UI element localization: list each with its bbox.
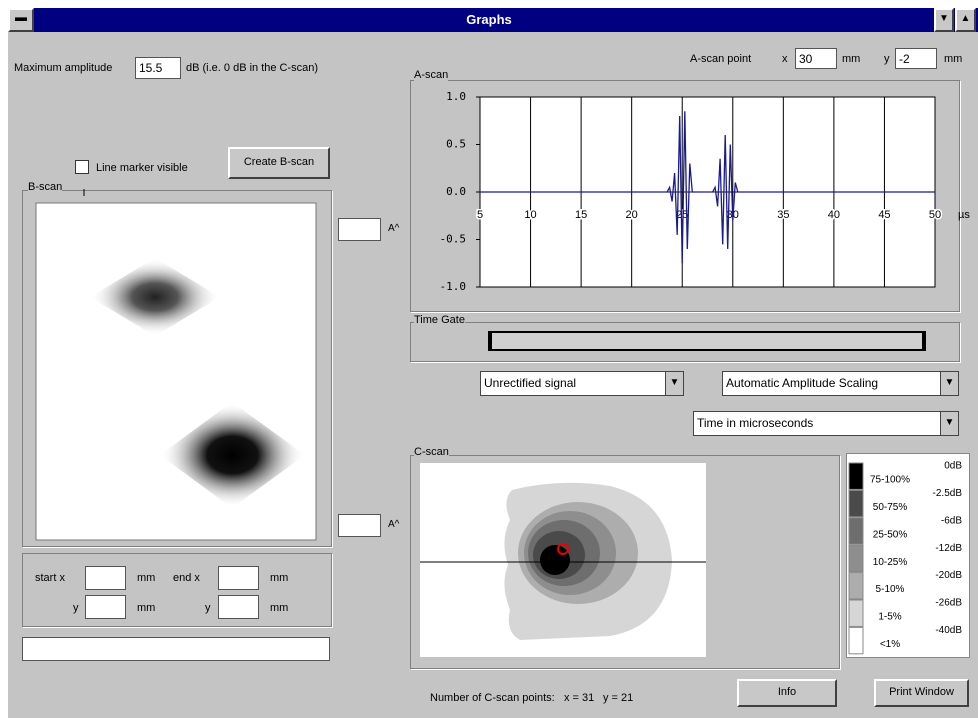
- dropdown-arrow[interactable]: ▼: [940, 372, 958, 395]
- end-y-input[interactable]: [218, 595, 259, 619]
- create-bscan-button[interactable]: Create B-scan: [228, 147, 330, 179]
- start-y-label: y: [73, 601, 79, 615]
- line-group: [22, 553, 332, 627]
- dropdown[interactable]: Unrectified signal ▼: [480, 371, 684, 396]
- amplitude-label: Maximum amplitude: [14, 61, 112, 75]
- cscan-group: [410, 455, 840, 669]
- amp-label: A^: [388, 518, 399, 532]
- unit-label: mm: [137, 601, 155, 615]
- info-button[interactable]: Info: [737, 679, 837, 707]
- amp-input[interactable]: [338, 514, 381, 537]
- window-title: Graphs: [0, 13, 978, 27]
- cscan-title: C-scan: [414, 445, 449, 459]
- points-y: y = 21: [603, 691, 633, 705]
- end-y-label: y: [205, 601, 211, 615]
- cscan-legend: [846, 453, 970, 658]
- dropdown-text: Time in microseconds: [697, 416, 813, 430]
- dropdown-text: Unrectified signal: [484, 376, 576, 390]
- print-button[interactable]: Print Window: [874, 679, 969, 707]
- ascan-point-label: A-scan point: [690, 52, 751, 66]
- amp-input[interactable]: [338, 218, 381, 241]
- end-x-label: end x: [173, 571, 200, 585]
- unit-label: mm: [270, 601, 288, 615]
- dropdown[interactable]: Automatic Amplitude Scaling ▼: [722, 371, 959, 396]
- page: ▬ ▼ ▲ Graphs Maximum amplitude 15.5 dB (…: [0, 0, 978, 718]
- start-x-input[interactable]: [85, 566, 126, 590]
- bscan-title: B-scan: [28, 180, 62, 194]
- checkbox-label: Line marker visible: [96, 161, 188, 175]
- ascan-group: [410, 80, 960, 312]
- points-x: x = 31: [564, 691, 594, 705]
- x-unit: mm: [842, 52, 860, 66]
- ascan-title: A-scan: [414, 68, 448, 82]
- end-x-input[interactable]: [218, 566, 259, 590]
- dropdown-text: Automatic Amplitude Scaling: [726, 376, 878, 390]
- x-input[interactable]: 30: [795, 48, 837, 69]
- dropdown-arrow[interactable]: ▼: [940, 412, 958, 435]
- start-x-label: start x: [35, 571, 65, 585]
- bscan-group: [22, 190, 332, 547]
- y-input[interactable]: -2: [895, 48, 937, 69]
- dropdown-arrow[interactable]: ▼: [665, 372, 683, 395]
- points-label: Number of C-scan points:: [430, 691, 555, 705]
- unit-label: mm: [137, 571, 155, 585]
- x-label: x: [782, 52, 788, 66]
- amplitude-input[interactable]: 15.5: [135, 57, 181, 79]
- checkbox[interactable]: [75, 160, 89, 174]
- y-unit: mm: [944, 52, 962, 66]
- time-gate-bar[interactable]: [488, 331, 926, 351]
- dropdown[interactable]: Time in microseconds ▼: [693, 411, 959, 436]
- amplitude-unit: dB (i.e. 0 dB in the C-scan): [186, 61, 318, 75]
- status-field: [22, 637, 330, 661]
- y-label: y: [884, 52, 890, 66]
- amp-label: A^: [388, 222, 399, 236]
- time-gate-title: Time Gate: [414, 313, 465, 327]
- start-y-input[interactable]: [85, 595, 126, 619]
- unit-label: mm: [270, 571, 288, 585]
